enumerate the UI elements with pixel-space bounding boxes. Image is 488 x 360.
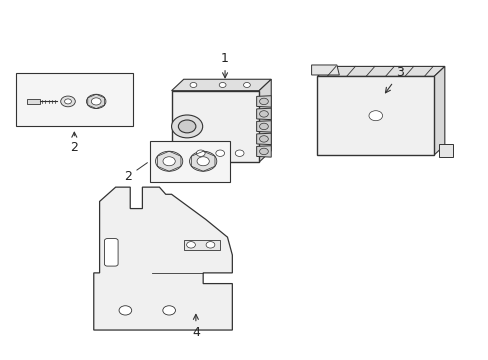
Circle shape	[259, 136, 268, 142]
Circle shape	[171, 115, 202, 138]
Polygon shape	[256, 108, 271, 120]
Polygon shape	[256, 133, 271, 145]
Circle shape	[215, 150, 224, 157]
Polygon shape	[256, 96, 271, 107]
Circle shape	[205, 242, 214, 248]
Circle shape	[259, 98, 268, 105]
Polygon shape	[311, 65, 339, 75]
Text: 1: 1	[221, 52, 228, 78]
Polygon shape	[259, 79, 271, 162]
Bar	[16, 73, 132, 126]
Polygon shape	[433, 66, 444, 155]
Circle shape	[259, 123, 268, 130]
Text: 4: 4	[192, 314, 200, 339]
Circle shape	[119, 306, 131, 315]
Circle shape	[189, 151, 216, 171]
Text: 3: 3	[385, 66, 403, 93]
Circle shape	[243, 82, 250, 87]
Polygon shape	[256, 146, 271, 157]
Circle shape	[197, 157, 209, 166]
Polygon shape	[256, 121, 271, 132]
Circle shape	[155, 151, 183, 171]
Circle shape	[178, 120, 196, 133]
Bar	[149, 141, 229, 182]
Circle shape	[91, 98, 101, 105]
Circle shape	[86, 94, 106, 109]
Circle shape	[259, 148, 268, 155]
Circle shape	[186, 242, 195, 248]
Polygon shape	[171, 79, 271, 91]
Circle shape	[64, 99, 71, 104]
Circle shape	[259, 111, 268, 117]
Text: 2: 2	[70, 132, 78, 154]
Bar	[317, 76, 433, 155]
Circle shape	[235, 150, 244, 157]
Polygon shape	[438, 144, 452, 157]
Polygon shape	[317, 66, 444, 76]
Bar	[171, 91, 259, 162]
Circle shape	[196, 150, 204, 157]
Circle shape	[190, 82, 197, 87]
FancyBboxPatch shape	[104, 239, 118, 266]
Text: 2: 2	[123, 163, 147, 183]
Circle shape	[219, 82, 225, 87]
Bar	[27, 99, 40, 104]
Polygon shape	[94, 187, 232, 330]
Bar	[183, 240, 220, 249]
Circle shape	[368, 111, 382, 121]
Circle shape	[163, 157, 175, 166]
Circle shape	[61, 96, 75, 107]
Circle shape	[163, 306, 175, 315]
